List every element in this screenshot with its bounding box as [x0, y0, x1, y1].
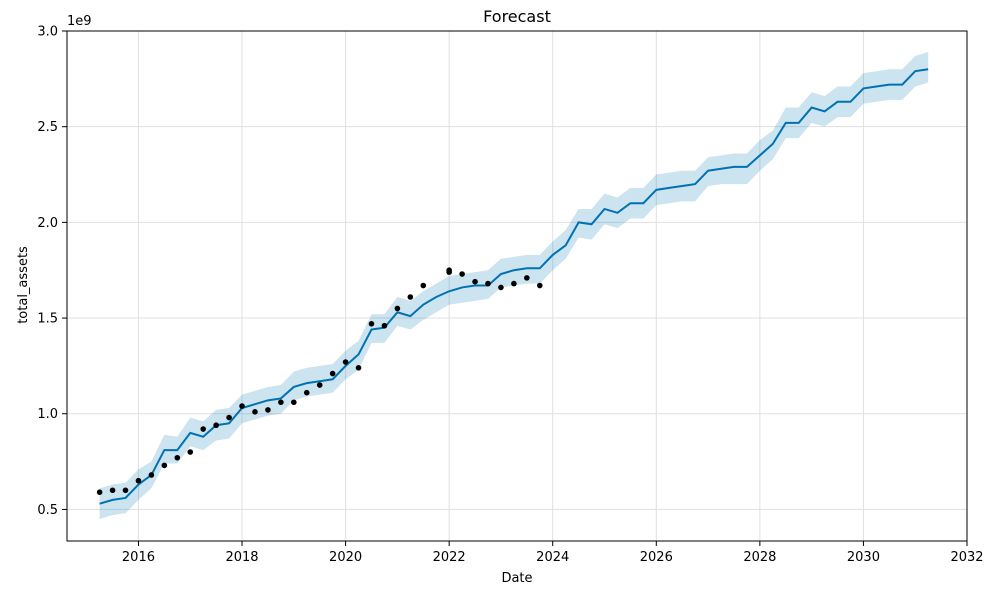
actual-point [498, 284, 504, 291]
actual-point [394, 305, 401, 312]
actual-point [316, 382, 323, 388]
actual-point [278, 399, 284, 406]
actual-point [226, 414, 232, 421]
actual-point [355, 365, 362, 371]
actual-point [213, 422, 219, 429]
actual-point [135, 477, 142, 484]
actual-point [265, 407, 271, 413]
actual-point [485, 280, 491, 287]
y-axis: 0.5 1.0 1.5 2.0 2.5 3.0 [37, 25, 67, 518]
x-tick-label: 2032 [950, 550, 983, 565]
grid-layer [67, 31, 967, 541]
actual-point [329, 370, 336, 377]
actual-point [96, 489, 103, 496]
actual-point [472, 278, 478, 285]
plot-frame [66, 30, 968, 542]
actual-point [446, 267, 452, 274]
actual-point [239, 403, 245, 409]
x-axis-title: Date [501, 571, 532, 586]
actual-point [200, 426, 206, 432]
actual-point [511, 280, 517, 287]
x-axis: 2016 2018 2020 2022 2024 2026 2028 2030 2032 [122, 541, 984, 565]
actual-point [122, 487, 129, 494]
actual-point [109, 487, 116, 494]
x-tick-label: 2016 [122, 550, 155, 565]
y-scale-label: 1e9 [67, 14, 92, 29]
actual-point [252, 409, 258, 415]
actual-point [161, 462, 168, 469]
actual-point [342, 359, 349, 365]
x-tick-label: 2030 [847, 550, 880, 565]
x-tick-label: 2024 [536, 550, 569, 565]
y-tick-label: 3.0 [37, 25, 58, 40]
chart-title: Forecast [483, 7, 551, 26]
y-axis-title: total_assets [16, 246, 31, 324]
actual-point [291, 399, 297, 406]
actual-point [524, 275, 530, 281]
actual-points-layer [96, 267, 543, 496]
actual-point [368, 320, 375, 327]
y-tick-label: 1.0 [37, 407, 58, 422]
actual-point [148, 472, 155, 478]
x-tick-label: 2022 [433, 550, 466, 565]
actual-point [381, 322, 388, 329]
y-tick-label: 2.5 [37, 120, 58, 135]
actual-point [420, 282, 427, 289]
x-tick-label: 2028 [743, 550, 776, 565]
y-tick-label: 1.5 [37, 312, 58, 327]
y-tick-label: 0.5 [37, 503, 58, 518]
x-tick-label: 2020 [329, 550, 362, 565]
x-tick-label: 2026 [640, 550, 673, 565]
x-tick-label: 2018 [225, 550, 258, 565]
actual-point [303, 389, 310, 396]
forecast-line [99, 68, 929, 505]
actual-point [407, 294, 414, 300]
actual-point [536, 282, 543, 289]
actual-point [459, 271, 465, 277]
actual-point [187, 449, 194, 455]
actual-point [174, 454, 181, 461]
y-tick-label: 2.0 [37, 216, 58, 231]
